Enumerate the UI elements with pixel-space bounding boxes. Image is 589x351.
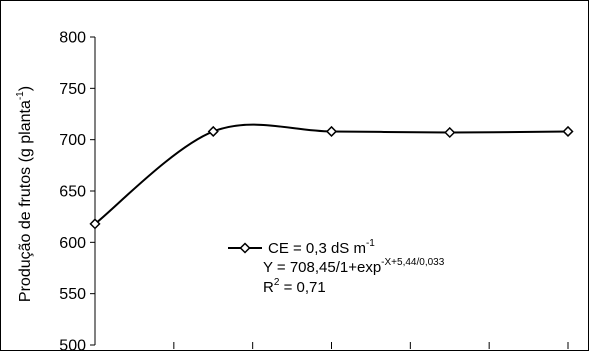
r-squared-annotation: R2 = 0,71 <box>263 277 326 296</box>
data-point-marker <box>564 127 573 136</box>
x-axis <box>174 342 568 349</box>
y-tick-label: 600 <box>59 235 86 252</box>
y-tick-label: 750 <box>59 81 86 98</box>
legend-series-label: CE = 0,3 dS m-1 <box>268 238 375 257</box>
y-axis: 500 550 600 650 700 750 800 <box>59 30 95 351</box>
data-point-marker <box>327 127 336 136</box>
equation-annotation: Y = 708,45/1+exp-X+5,44/0,033 <box>263 257 445 276</box>
y-axis-title: Produção de frutos (g planta-1) <box>15 86 34 302</box>
data-point-marker <box>445 128 454 137</box>
y-tick-label: 650 <box>59 184 86 201</box>
series-line <box>95 125 568 224</box>
y-tick-label: 500 <box>59 338 86 351</box>
y-tick-label: 800 <box>59 30 86 47</box>
legend: CE = 0,3 dS m-1 Y = 708,45/1+exp-X+5,44/… <box>228 238 445 296</box>
y-tick-label: 550 <box>59 286 86 303</box>
legend-marker-sample <box>241 244 250 253</box>
y-tick-label: 700 <box>59 132 86 149</box>
data-point-marker <box>209 127 218 136</box>
series-layer <box>91 125 573 229</box>
